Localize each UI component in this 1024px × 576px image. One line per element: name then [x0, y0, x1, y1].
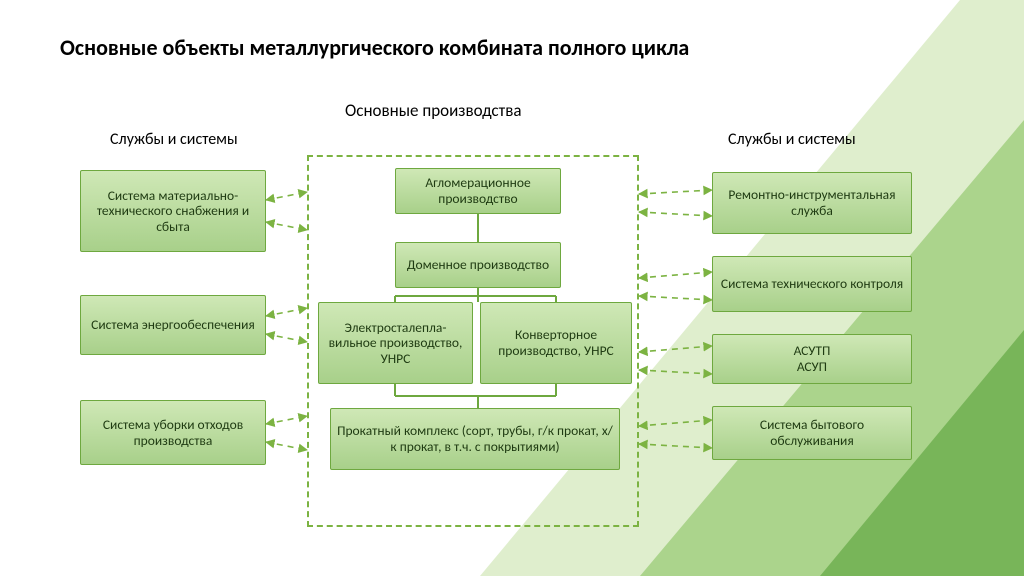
node-c3b: Конверторное производство, УНРС	[480, 302, 632, 384]
slide-title: Основные объекты металлургического комби…	[60, 34, 689, 61]
node-c3a: Электростале­пла­вильное производство, У…	[318, 302, 473, 384]
node-l3: Система уборки отходов производства	[80, 400, 266, 465]
section-label-left: Службы и системы	[110, 130, 238, 149]
node-c2: Доменное производство	[395, 242, 561, 288]
slide-stage: Основные объекты металлургического комби…	[0, 0, 1024, 576]
node-l1: Система материально-технического снабжен…	[80, 170, 266, 252]
node-c1: Агломерационное производство	[395, 168, 561, 214]
section-label-right: Службы и системы	[728, 130, 856, 149]
section-label-center: Основные производства	[345, 100, 522, 121]
node-r4: Система бытового обслуживания	[712, 406, 912, 460]
node-r1: Ремонтно-инструментальная служба	[712, 172, 912, 234]
node-l2: Система энергообеспечения	[80, 295, 266, 355]
node-c4: Прокатный комплекс (сорт, трубы, г/к про…	[330, 408, 620, 470]
node-r2: Система технического контроля	[712, 256, 912, 312]
node-r3: АСУТП АСУП	[712, 334, 912, 384]
